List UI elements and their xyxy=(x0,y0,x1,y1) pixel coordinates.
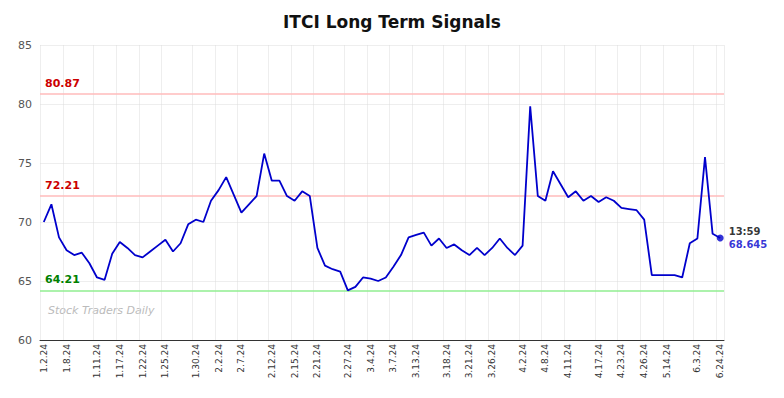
svg-text:4.2.24: 4.2.24 xyxy=(518,344,528,373)
svg-text:3.21.24: 3.21.24 xyxy=(464,344,474,379)
svg-text:2.21.24: 2.21.24 xyxy=(312,344,322,379)
svg-text:80: 80 xyxy=(18,98,32,111)
svg-text:70: 70 xyxy=(18,216,32,229)
svg-text:3.4.24: 3.4.24 xyxy=(366,344,376,373)
svg-text:Stock Traders Daily: Stock Traders Daily xyxy=(48,304,155,317)
svg-text:1.30.24: 1.30.24 xyxy=(191,344,201,379)
svg-text:3.18.24: 3.18.24 xyxy=(442,344,452,379)
svg-text:72.21: 72.21 xyxy=(45,179,80,192)
svg-text:3.13.24: 3.13.24 xyxy=(411,344,421,379)
svg-text:2.7.24: 2.7.24 xyxy=(236,344,246,373)
svg-text:4.26.24: 4.26.24 xyxy=(639,344,649,379)
svg-text:65: 65 xyxy=(18,275,32,288)
svg-text:6.3.24: 6.3.24 xyxy=(692,344,702,373)
svg-text:80.87: 80.87 xyxy=(45,77,80,90)
svg-text:1.2.24: 1.2.24 xyxy=(39,344,49,373)
svg-text:ITCI Long Term Signals: ITCI Long Term Signals xyxy=(283,12,501,32)
svg-text:1.17.24: 1.17.24 xyxy=(115,344,125,379)
svg-text:75: 75 xyxy=(18,157,32,170)
svg-text:1.22.24: 1.22.24 xyxy=(138,344,148,379)
svg-text:1.11.24: 1.11.24 xyxy=(92,344,102,379)
svg-text:2.12.24: 2.12.24 xyxy=(267,344,277,379)
svg-text:64.21: 64.21 xyxy=(45,273,80,286)
svg-text:68.645: 68.645 xyxy=(729,239,768,250)
svg-text:1.25.24: 1.25.24 xyxy=(160,344,170,379)
svg-text:2.15.24: 2.15.24 xyxy=(290,344,300,379)
svg-text:5.14.24: 5.14.24 xyxy=(662,344,672,379)
svg-text:85: 85 xyxy=(18,39,32,52)
svg-text:1.8.24: 1.8.24 xyxy=(62,344,72,373)
svg-text:4.17.24: 4.17.24 xyxy=(594,344,604,379)
svg-text:3.7.24: 3.7.24 xyxy=(388,344,398,373)
svg-text:2.27.24: 2.27.24 xyxy=(343,344,353,379)
svg-text:4.23.24: 4.23.24 xyxy=(616,344,626,379)
svg-text:4.11.24: 4.11.24 xyxy=(563,344,573,379)
svg-text:13:59: 13:59 xyxy=(729,226,761,237)
svg-text:4.8.24: 4.8.24 xyxy=(540,344,550,373)
svg-text:2.2.24: 2.2.24 xyxy=(214,344,224,373)
svg-text:3.26.24: 3.26.24 xyxy=(487,344,497,379)
svg-text:60: 60 xyxy=(18,334,32,347)
svg-text:6.24.24: 6.24.24 xyxy=(715,344,725,379)
